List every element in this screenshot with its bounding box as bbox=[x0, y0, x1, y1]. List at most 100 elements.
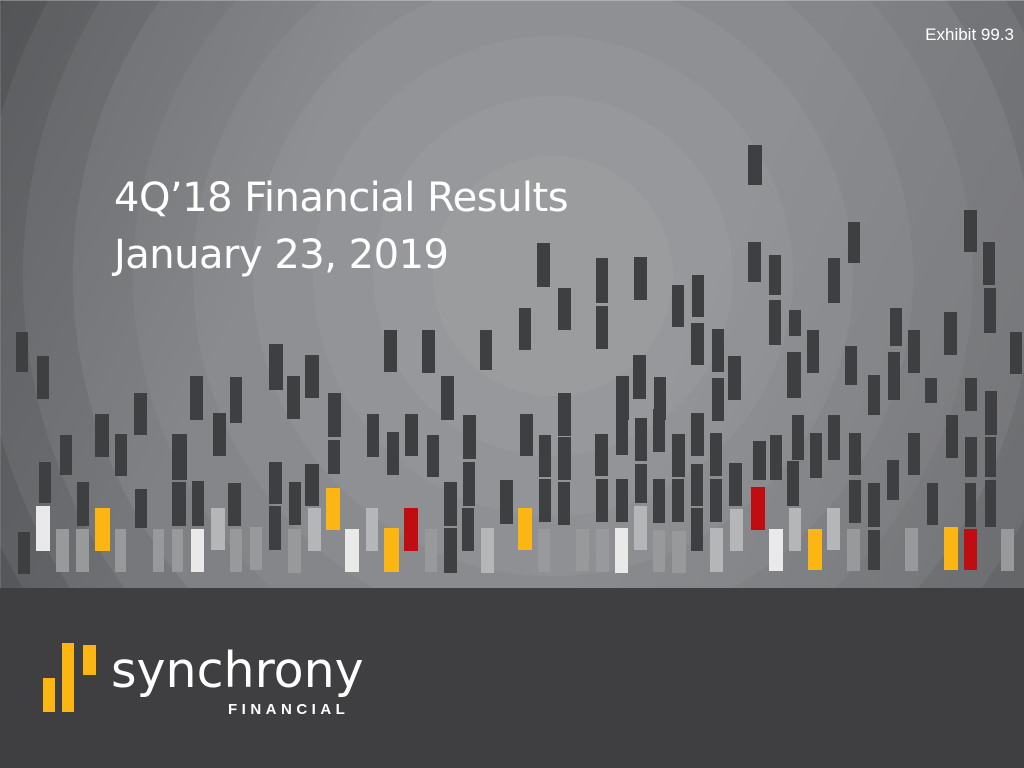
deco-bar bbox=[287, 376, 300, 419]
deco-bar bbox=[691, 464, 703, 506]
deco-bar bbox=[463, 462, 475, 506]
deco-bar bbox=[672, 479, 684, 522]
deco-bar bbox=[37, 356, 49, 399]
deco-bar bbox=[849, 433, 861, 475]
deco-bar bbox=[828, 258, 840, 303]
deco-bar bbox=[539, 435, 551, 477]
deco-bar bbox=[729, 463, 742, 506]
deco-bar bbox=[946, 415, 958, 458]
deco-bar bbox=[384, 528, 399, 572]
footer-band bbox=[0, 588, 1024, 768]
deco-bar bbox=[710, 433, 722, 476]
deco-bar bbox=[691, 413, 704, 456]
deco-bar bbox=[153, 529, 164, 572]
deco-bar bbox=[712, 378, 724, 421]
deco-bar bbox=[539, 479, 551, 522]
deco-bar bbox=[964, 529, 977, 570]
deco-bar bbox=[269, 344, 283, 390]
deco-bar bbox=[792, 415, 804, 460]
deco-bar bbox=[328, 393, 341, 437]
deco-bar bbox=[250, 527, 262, 570]
deco-bar bbox=[172, 482, 186, 526]
deco-bar bbox=[944, 312, 957, 355]
deco-bar bbox=[288, 529, 301, 573]
deco-bar bbox=[558, 393, 571, 436]
deco-bar bbox=[596, 258, 608, 303]
deco-bar bbox=[616, 413, 628, 455]
deco-bar bbox=[983, 242, 995, 285]
deco-bar bbox=[462, 508, 474, 551]
deco-bar bbox=[964, 210, 977, 252]
deco-bar bbox=[927, 483, 938, 525]
deco-bar bbox=[444, 482, 457, 526]
deco-bar bbox=[367, 414, 379, 457]
deco-bar bbox=[985, 391, 997, 435]
deco-bar bbox=[985, 437, 996, 477]
deco-bar bbox=[944, 527, 958, 570]
deco-bar bbox=[404, 508, 418, 551]
deco-bar bbox=[537, 243, 550, 287]
deco-bar bbox=[748, 145, 762, 185]
deco-bar bbox=[558, 437, 571, 480]
page-title: 4Q’18 Financial Results January 23, 2019 bbox=[114, 170, 569, 284]
deco-bar bbox=[965, 483, 976, 527]
deco-bar bbox=[888, 352, 900, 400]
deco-bar bbox=[366, 508, 378, 551]
deco-bar bbox=[849, 480, 861, 523]
deco-bar bbox=[868, 530, 880, 570]
deco-bar bbox=[634, 257, 647, 300]
deco-bar bbox=[56, 529, 69, 572]
deco-bar bbox=[211, 508, 225, 550]
deco-bar bbox=[905, 528, 918, 571]
deco-bar bbox=[787, 461, 799, 506]
deco-bar bbox=[672, 434, 685, 477]
deco-bar bbox=[427, 435, 439, 477]
deco-bar bbox=[115, 434, 127, 476]
deco-bar bbox=[672, 285, 684, 327]
deco-bar bbox=[848, 222, 860, 263]
deco-bar bbox=[558, 482, 570, 525]
deco-bar bbox=[326, 488, 340, 530]
deco-bar bbox=[596, 529, 609, 572]
deco-bar bbox=[441, 376, 454, 420]
deco-bar bbox=[520, 414, 533, 456]
deco-bar bbox=[596, 479, 608, 522]
deco-bar bbox=[115, 529, 126, 572]
deco-bar bbox=[616, 376, 629, 420]
deco-bar bbox=[925, 378, 937, 403]
deco-bar bbox=[691, 508, 703, 551]
deco-bar bbox=[95, 508, 110, 551]
deco-bar bbox=[710, 528, 723, 572]
deco-bar bbox=[269, 462, 282, 504]
deco-bar bbox=[77, 482, 89, 526]
deco-bar bbox=[384, 330, 397, 372]
title-line-2: January 23, 2019 bbox=[114, 232, 449, 278]
deco-bar bbox=[500, 480, 513, 524]
deco-bar bbox=[481, 528, 494, 573]
deco-bar bbox=[190, 376, 203, 420]
deco-bar bbox=[808, 529, 822, 570]
deco-bar bbox=[480, 330, 492, 370]
deco-bar bbox=[828, 415, 840, 460]
deco-bar bbox=[847, 529, 860, 571]
deco-bar bbox=[769, 300, 781, 345]
deco-bar bbox=[76, 529, 89, 572]
deco-bar bbox=[615, 528, 628, 573]
deco-bar bbox=[807, 330, 819, 373]
deco-bar bbox=[887, 460, 899, 500]
deco-bar bbox=[730, 509, 743, 551]
deco-bar bbox=[635, 464, 647, 503]
deco-bar bbox=[596, 306, 608, 349]
deco-bar bbox=[191, 529, 204, 572]
deco-bar bbox=[345, 529, 359, 572]
deco-bar bbox=[230, 529, 242, 572]
deco-bar bbox=[985, 480, 996, 527]
deco-bar bbox=[769, 255, 781, 295]
deco-bar bbox=[36, 506, 50, 551]
deco-bar bbox=[653, 409, 665, 452]
deco-bar bbox=[789, 310, 801, 336]
deco-bar bbox=[692, 275, 704, 317]
deco-bar bbox=[558, 288, 571, 330]
